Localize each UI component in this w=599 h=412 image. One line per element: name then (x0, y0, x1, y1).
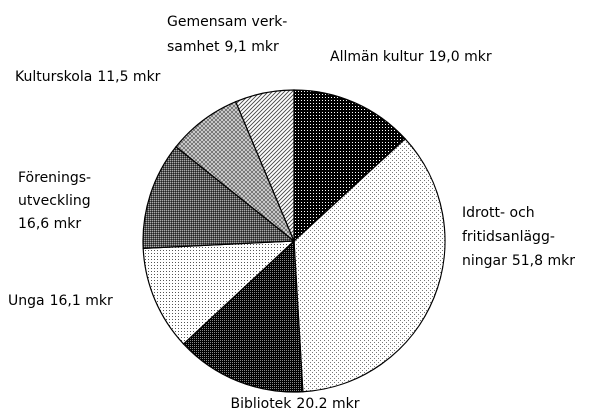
label-line: Idrott- och (462, 205, 535, 221)
value-label: 20.2 mkr (296, 396, 359, 412)
category-label: Idrott- och (462, 205, 535, 221)
label-line: fritidsanlägg- (462, 229, 555, 245)
pie-slice (182, 239, 304, 393)
category-label: Unga (8, 293, 45, 309)
category-label: Allmän kultur (330, 49, 424, 65)
category-label: Bibliotek (230, 396, 292, 412)
value-label: 51,8 mkr (512, 253, 575, 269)
slice-label: Gemensam verk-samhet 9,1 mkr (167, 14, 287, 55)
pie-slice (234, 89, 295, 242)
label-line: Kulturskola 11,5 mkr (15, 69, 161, 85)
category-label: Kulturskola (15, 69, 92, 85)
slice-label: Förenings-utveckling 16,6 mkr (18, 170, 91, 232)
value-label: 16,1 mkr (50, 293, 113, 309)
slice-label: Allmän kultur 19,0 mkr (330, 49, 492, 65)
label-line: ningar 51,8 mkr (462, 253, 575, 269)
label-line: Allmän kultur 19,0 mkr (330, 49, 492, 65)
slice-label: Bibliotek 20.2 mkr (230, 396, 359, 412)
label-line: Förenings- (18, 170, 91, 186)
category-label: Förenings- (18, 170, 91, 186)
value-label: 11,5 mkr (97, 69, 160, 85)
pie-slice (142, 240, 296, 345)
category-label: utveckling (18, 193, 91, 209)
category-label: Gemensam verk- (167, 14, 287, 30)
pie-slice (293, 89, 407, 243)
value-label: 9,1 mkr (225, 39, 279, 55)
pie-slice (293, 137, 446, 393)
slice-label: Kulturskola 11,5 mkr (15, 69, 161, 85)
category-label: samhet (167, 39, 220, 55)
slice-label: Idrott- och fritidsanlägg-ningar 51,8 mkr (462, 205, 575, 269)
slice-label: Unga 16,1 mkr (8, 293, 113, 309)
label-line: Unga 16,1 mkr (8, 293, 113, 309)
label-line: Bibliotek 20.2 mkr (230, 396, 359, 412)
label-line: samhet 9,1 mkr (167, 39, 279, 55)
category-label: ningar (462, 253, 507, 269)
pie-slice (142, 145, 296, 250)
label-line: Gemensam verk- (167, 14, 287, 30)
value-label: 16,6 mkr (18, 216, 81, 232)
label-line: utveckling (18, 193, 91, 209)
value-label: 19,0 mkr (428, 49, 491, 65)
category-label: fritidsanlägg- (462, 229, 555, 245)
